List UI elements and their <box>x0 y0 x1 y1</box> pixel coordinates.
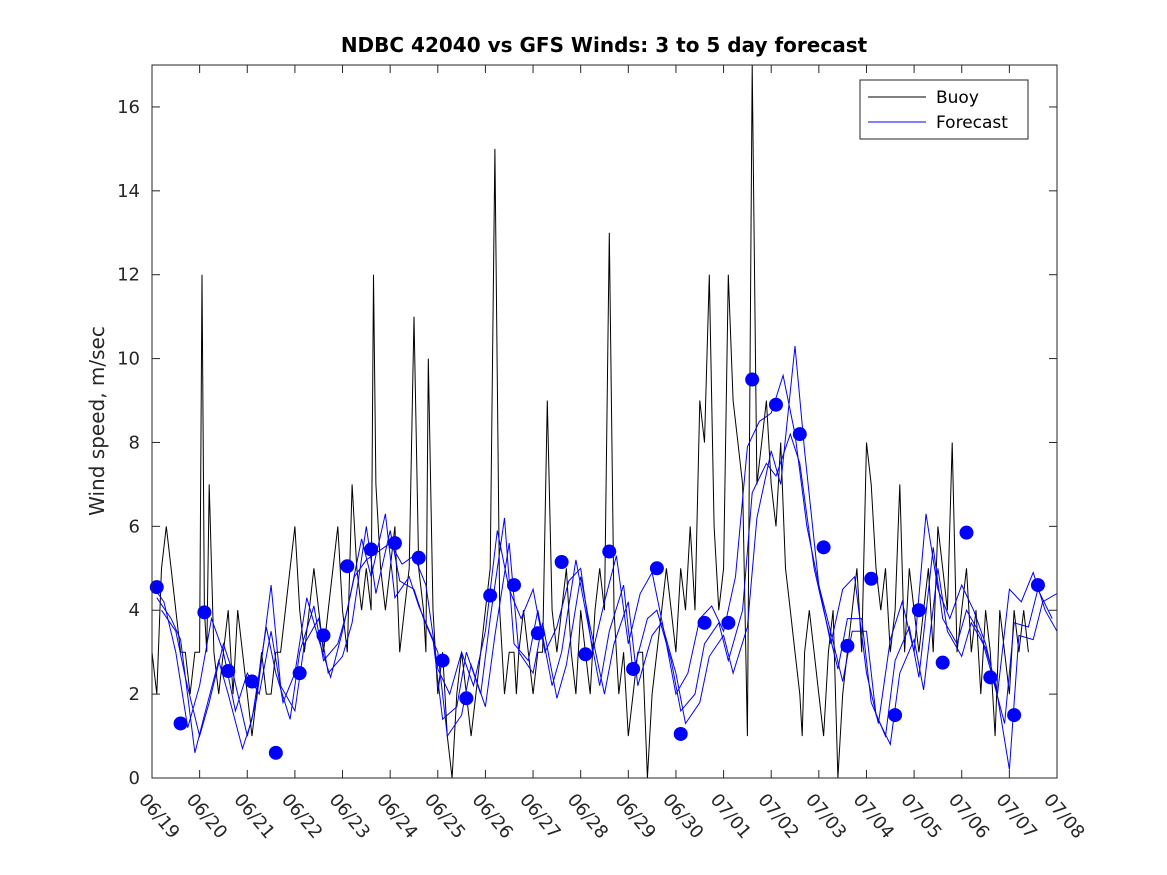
x-tick-label: 07/03 <box>801 790 850 843</box>
forecast-marker <box>1007 708 1022 723</box>
x-tick-label: 06/21 <box>229 790 278 843</box>
x-tick-label: 06/23 <box>325 790 374 843</box>
forecast-marker <box>530 626 545 641</box>
forecast-marker <box>578 647 593 662</box>
legend-forecast-label: Forecast <box>936 113 1008 133</box>
forecast-series-line-1 <box>151 373 1058 728</box>
y-tick-label: 12 <box>117 265 140 286</box>
forecast-marker <box>721 615 736 630</box>
y-tick-label: 2 <box>129 684 140 705</box>
forecast-marker <box>435 653 450 668</box>
forecast-marker <box>697 615 712 630</box>
forecast-marker <box>411 550 426 565</box>
chart-title: NDBC 42040 vs GFS Winds: 3 to 5 day fore… <box>341 33 868 57</box>
forecast-marker <box>649 561 664 576</box>
x-tick-label: 06/19 <box>134 790 183 843</box>
marker-layer <box>149 372 1045 760</box>
forecast-marker <box>959 525 974 540</box>
forecast-marker <box>268 745 283 760</box>
forecast-marker <box>911 603 926 618</box>
series-layer <box>151 64 1058 779</box>
buoy-series-line <box>151 64 1029 779</box>
forecast-marker <box>602 544 617 559</box>
x-tick-label: 07/01 <box>706 790 755 843</box>
forecast-marker <box>197 605 212 620</box>
x-tick-label: 06/22 <box>277 790 326 843</box>
forecast-marker <box>935 655 950 670</box>
x-tick-label: 07/05 <box>896 790 945 843</box>
forecast-marker <box>792 427 807 442</box>
x-tick-label: 06/26 <box>468 790 517 843</box>
y-tick-label: 6 <box>129 516 140 537</box>
x-tick-label: 07/07 <box>992 790 1041 843</box>
forecast-marker <box>1030 578 1045 593</box>
forecast-marker <box>768 397 783 412</box>
legend-buoy-label: Buoy <box>936 88 979 108</box>
y-tick-label: 0 <box>129 768 140 789</box>
forecast-marker <box>626 661 641 676</box>
x-tick-label: 06/24 <box>372 790 421 843</box>
forecast-marker <box>816 540 831 555</box>
x-tick-label: 06/20 <box>182 790 231 843</box>
legend-box <box>859 79 1029 140</box>
y-axis: 0 2 4 6 8 10 12 14 16 <box>117 97 1057 789</box>
forecast-series-line-3 <box>161 345 1058 770</box>
forecast-marker <box>840 638 855 653</box>
x-tick-label: 06/25 <box>420 790 469 843</box>
forecast-marker <box>483 588 498 603</box>
x-tick-label: 06/29 <box>610 790 659 843</box>
x-tick-label: 07/08 <box>1039 790 1088 843</box>
forecast-marker <box>245 674 260 689</box>
forecast-marker <box>673 726 688 741</box>
y-tick-label: 16 <box>117 97 140 118</box>
forecast-series-line-2 <box>156 432 1053 753</box>
forecast-marker <box>554 555 569 570</box>
forecast-marker <box>983 670 998 685</box>
forecast-marker <box>221 664 236 679</box>
forecast-marker <box>745 372 760 387</box>
y-tick-label: 4 <box>129 600 140 621</box>
y-tick-label: 10 <box>117 349 140 370</box>
forecast-marker <box>316 628 331 643</box>
x-tick-label: 07/02 <box>753 790 802 843</box>
plot-frame <box>151 64 1058 779</box>
y-tick-label: 8 <box>129 432 140 453</box>
legend: Buoy Forecast <box>859 79 1029 140</box>
forecast-marker <box>459 691 474 706</box>
forecast-marker <box>507 578 521 593</box>
x-tick-label: 06/28 <box>563 790 612 843</box>
x-tick-label: 06/27 <box>515 790 564 843</box>
y-tick-label: 14 <box>117 181 140 202</box>
x-tick-label: 07/06 <box>944 790 993 843</box>
y-axis-label: Wind speed, m/sec <box>85 326 109 516</box>
forecast-marker <box>364 542 379 557</box>
forecast-marker <box>888 708 903 723</box>
forecast-marker <box>292 666 307 681</box>
plot-area <box>152 65 1057 778</box>
forecast-marker <box>173 716 188 731</box>
x-tick-label: 06/30 <box>658 790 707 843</box>
x-tick-label: 07/04 <box>849 790 898 843</box>
forecast-marker <box>864 571 879 586</box>
forecast-marker <box>149 580 164 595</box>
forecast-marker <box>340 559 355 574</box>
forecast-marker <box>387 536 402 551</box>
